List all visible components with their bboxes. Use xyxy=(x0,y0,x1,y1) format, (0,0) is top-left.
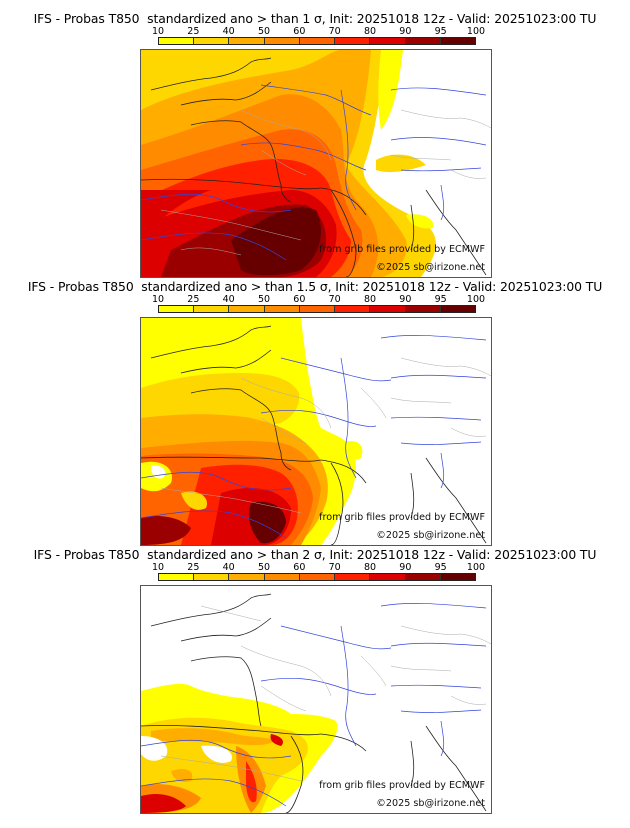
colorbar-tick-label: 50 xyxy=(257,26,271,37)
colorbar-tick-label: 95 xyxy=(434,562,447,573)
colorbar xyxy=(158,37,476,45)
colorbar-segment xyxy=(229,38,265,44)
colorbar-segment xyxy=(370,38,406,44)
probability-map: from grib files provided by ECMWF ©2025 … xyxy=(140,585,492,814)
probability-map: from grib files provided by ECMWF ©2025 … xyxy=(140,49,492,278)
colorbar-segment xyxy=(335,38,371,44)
credit-copyright: ©2025 sb@irizone.net xyxy=(376,530,485,541)
colorbar-tick-label: 70 xyxy=(328,562,341,573)
colorbar xyxy=(158,305,476,313)
colorbar-segment xyxy=(194,574,230,580)
colorbar xyxy=(158,573,476,581)
colorbar-segment xyxy=(405,306,441,312)
colorbar-segment xyxy=(299,306,336,312)
colorbar-tick-label: 95 xyxy=(434,26,447,37)
colorbar-tick-label: 80 xyxy=(363,26,377,37)
colorbar-segment xyxy=(299,574,336,580)
colorbar-segment xyxy=(370,306,406,312)
colorbar-tick-label: 70 xyxy=(328,294,341,305)
colorbar-tick-label: 50 xyxy=(257,294,271,305)
map-graphic xyxy=(141,586,491,813)
colorbar-tick-label: 60 xyxy=(293,26,306,37)
colorbar-tick-label: 100 xyxy=(466,26,486,37)
colorbar-segment xyxy=(159,574,195,580)
map-graphic xyxy=(141,318,491,545)
colorbar-segment xyxy=(440,574,475,580)
colorbar-tick-label: 100 xyxy=(466,562,486,573)
colorbar-tick-label: 50 xyxy=(257,562,271,573)
credit-source: from grib files provided by ECMWF xyxy=(319,244,485,255)
colorbar-segment xyxy=(440,306,475,312)
panel-title: IFS - Probas T850 standardized ano > tha… xyxy=(33,11,597,26)
colorbar-tick-label: 70 xyxy=(328,26,341,37)
colorbar-tick-label: 100 xyxy=(466,294,486,305)
colorbar-tick-label: 95 xyxy=(434,294,447,305)
colorbar-segment xyxy=(159,38,195,44)
probability-map: from grib files provided by ECMWF ©2025 … xyxy=(140,317,492,546)
panel-title: IFS - Probas T850 standardized ano > tha… xyxy=(33,547,597,562)
colorbar-segment xyxy=(405,38,441,44)
colorbar-segment xyxy=(229,574,265,580)
colorbar-tick-label: 80 xyxy=(363,562,377,573)
colorbar-ticks: 10 25 40 50 60 70 80 90 95 100 xyxy=(152,562,485,573)
colorbar-segment xyxy=(405,574,441,580)
colorbar-segment xyxy=(229,306,265,312)
colorbar-tick-label: 10 xyxy=(151,562,165,573)
colorbar-segment xyxy=(194,38,230,44)
colorbar-tick-label: 90 xyxy=(399,294,412,305)
panel-title: IFS - Probas T850 standardized ano > tha… xyxy=(27,279,603,294)
colorbar-tick-label: 60 xyxy=(293,294,306,305)
colorbar-segment xyxy=(440,38,475,44)
colorbar-tick-label: 80 xyxy=(363,294,377,305)
colorbar-tick-label: 25 xyxy=(187,562,200,573)
colorbar-segment xyxy=(194,306,230,312)
colorbar-segment xyxy=(264,38,300,44)
colorbar-tick-label: 25 xyxy=(187,294,200,305)
colorbar-segment xyxy=(159,306,195,312)
colorbar-segment xyxy=(264,306,300,312)
credit-copyright: ©2025 sb@irizone.net xyxy=(376,798,485,809)
credit-copyright: ©2025 sb@irizone.net xyxy=(376,262,485,273)
colorbar-segment xyxy=(335,574,371,580)
colorbar-tick-label: 25 xyxy=(187,26,200,37)
map-graphic xyxy=(141,50,491,277)
colorbar-segment xyxy=(264,574,300,580)
colorbar-tick-label: 40 xyxy=(222,562,235,573)
colorbar-ticks: 10 25 40 50 60 70 80 90 95 100 xyxy=(152,294,485,305)
credit-source: from grib files provided by ECMWF xyxy=(319,512,485,523)
colorbar-tick-label: 40 xyxy=(222,26,235,37)
colorbar-segment xyxy=(335,306,371,312)
colorbar-tick-label: 90 xyxy=(399,26,412,37)
colorbar-tick-label: 90 xyxy=(399,562,412,573)
colorbar-ticks: 10 25 40 50 60 70 80 90 95 100 xyxy=(152,26,485,37)
credit-source: from grib files provided by ECMWF xyxy=(319,780,485,791)
colorbar-segment xyxy=(299,38,336,44)
colorbar-tick-label: 60 xyxy=(293,562,306,573)
colorbar-tick-label: 10 xyxy=(151,294,165,305)
colorbar-segment xyxy=(370,574,406,580)
colorbar-tick-label: 10 xyxy=(151,26,165,37)
colorbar-tick-label: 40 xyxy=(222,294,235,305)
